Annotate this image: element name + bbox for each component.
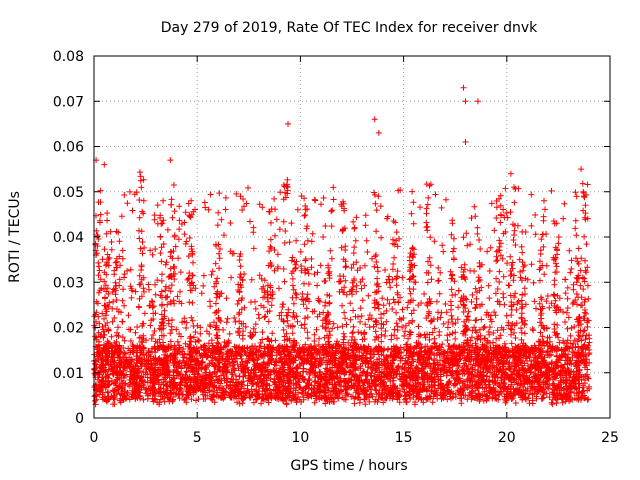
y-tick-label: 0.03 <box>53 275 84 291</box>
y-tick-label: 0.06 <box>53 140 84 156</box>
data-points <box>91 84 593 408</box>
axis-ticks: 0 5 10 15 20 25 0 0.01 0.02 0.03 0.04 0.05 0.06 0.07 0… <box>53 49 619 446</box>
x-tick-label: 5 <box>193 430 202 446</box>
y-tick-label: 0.07 <box>53 94 84 110</box>
x-tick-label: 0 <box>90 430 99 446</box>
y-tick-label: 0.04 <box>53 230 84 246</box>
y-axis-label: ROTI / TECUs <box>7 191 23 283</box>
x-tick-label: 25 <box>601 430 619 446</box>
x-tick-label: 10 <box>291 430 309 446</box>
y-tick-label: 0 <box>75 411 84 427</box>
x-tick-label: 15 <box>395 430 413 446</box>
x-axis-label: GPS time / hours <box>290 458 407 474</box>
chart-title: Day 279 of 2019, Rate Of TEC Index for r… <box>161 20 538 36</box>
grid <box>94 56 610 418</box>
x-tick-label: 20 <box>498 430 516 446</box>
y-tick-label: 0.01 <box>53 366 84 382</box>
y-tick-label: 0.02 <box>53 321 84 337</box>
scatter-markers <box>91 84 593 408</box>
y-tick-label: 0.05 <box>53 185 84 201</box>
y-tick-label: 0.08 <box>53 49 84 65</box>
